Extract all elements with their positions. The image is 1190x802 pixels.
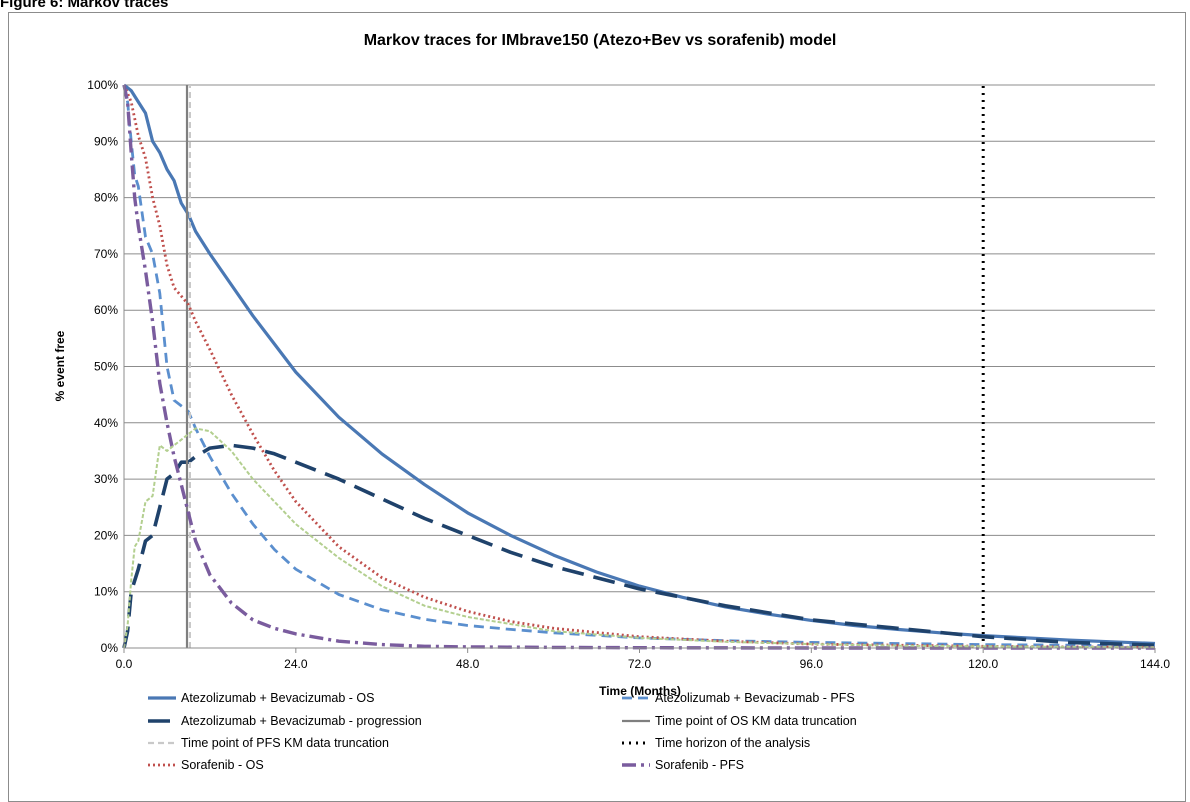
x-tick-label: 72.0	[628, 657, 652, 671]
x-tick-label: 24.0	[284, 657, 308, 671]
x-axis-title: Time (Months)	[599, 684, 681, 698]
series-line-sorafenib-progression	[123, 427, 1156, 649]
y-tick-label: 0%	[101, 641, 119, 655]
legend-label-atezolizumab-bevacizumab-pfs: Atezolizumab + Bevacizumab - PFS	[655, 691, 855, 705]
y-tick-label: 100%	[87, 78, 118, 92]
series-line-sorafenib-os	[122, 84, 1156, 649]
y-tick-label: 30%	[94, 472, 118, 486]
legend: Atezolizumab + Bevacizumab - OS Atezolizu…	[148, 691, 857, 772]
x-tick-label: 48.0	[456, 657, 480, 671]
y-tick-label: 40%	[94, 416, 118, 430]
legend-label-time-point-of-pfs-km-data-truncation: Time point of PFS KM data truncation	[181, 736, 389, 750]
series-line-atezolizumab-bevacizumab-pfs	[122, 84, 1156, 648]
y-axis-title: % event free	[53, 330, 67, 401]
grid-lines	[124, 84, 1155, 593]
legend-label-sorafenib-pfs: Sorafenib - PFS	[655, 758, 744, 772]
legend-label-time-point-of-os-km-data-truncation: Time point of OS KM data truncation	[655, 714, 857, 728]
series-line-atezolizumab-bevacizumab-os	[123, 83, 1156, 646]
tick-labels: 0% 10% 20% 30% 40% 50% 60% 70% 80% 90% 100% 0.0 24.0…	[87, 78, 1170, 671]
x-tick-label: 96.0	[800, 657, 824, 671]
series-line-atezolizumab-bevacizumab-progression	[122, 443, 1156, 649]
figure-caption: Figure 6: Markov traces	[0, 0, 169, 11]
y-tick-label: 10%	[94, 585, 118, 599]
x-tick-label: 120.0	[968, 657, 998, 671]
legend-label-sorafenib-os: Sorafenib - OS	[181, 758, 264, 772]
series-line-sorafenib-pfs	[122, 84, 1155, 650]
y-tick-label: 50%	[94, 360, 118, 374]
legend-label-atezolizumab-bevacizumab-os: Atezolizumab + Bevacizumab - OS	[181, 691, 375, 705]
legend-label-atezolizumab-bevacizumab-progression: Atezolizumab + Bevacizumab - progression	[181, 714, 422, 728]
series-lines	[122, 83, 1156, 650]
y-tick-label: 70%	[94, 247, 118, 261]
y-tick-label: 60%	[94, 303, 118, 317]
y-tick-label: 80%	[94, 191, 118, 205]
axes	[123, 85, 1156, 653]
legend-label-time-horizon-of-the-analysis: Time horizon of the analysis	[655, 736, 810, 750]
chart-title: Markov traces for IMbrave150 (Atezo+Bev …	[364, 32, 837, 49]
x-tick-label: 0.0	[116, 657, 133, 671]
x-tick-label: 144.0	[1140, 657, 1170, 671]
y-tick-label: 20%	[94, 528, 118, 542]
y-tick-label: 90%	[94, 134, 118, 148]
